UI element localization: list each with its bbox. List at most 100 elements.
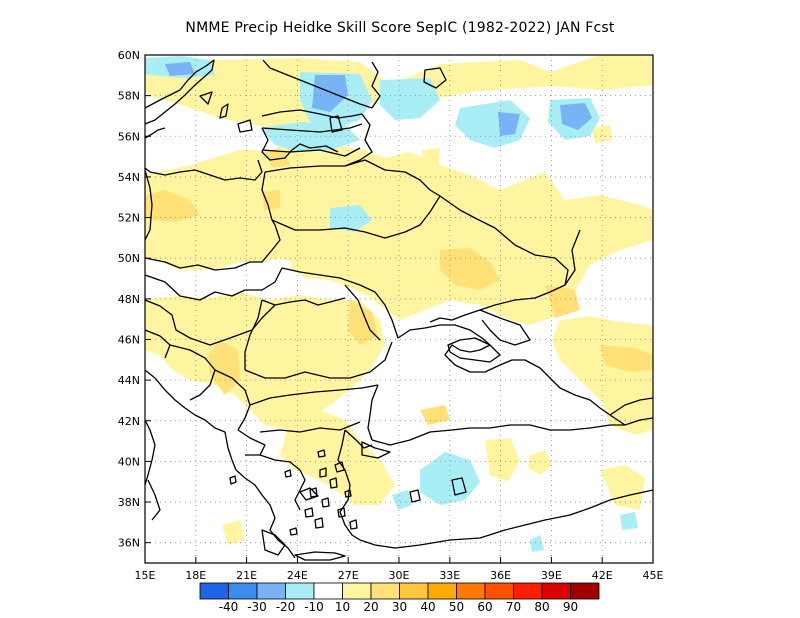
- island-cyprus: [409, 489, 421, 503]
- y-tick-label: 46N: [118, 333, 140, 346]
- caucasus-border: [609, 397, 653, 416]
- border-romania-hungary: [244, 299, 263, 370]
- crimea: [447, 337, 501, 363]
- oland-island: [199, 91, 213, 105]
- legend-label: 60: [477, 600, 492, 614]
- caucasus-border-2: [624, 417, 653, 426]
- border-austria-hungary: [145, 299, 276, 346]
- x-tick-label: 39E: [541, 569, 562, 582]
- border-belarus-west: [261, 171, 273, 221]
- island-corfu: [229, 475, 237, 485]
- italy-coast: [145, 419, 156, 486]
- lake-peipus: [329, 115, 343, 133]
- border-albania: [224, 431, 237, 471]
- island-euboea: [299, 487, 319, 501]
- y-tick-label: 40N: [118, 455, 140, 468]
- legend-swatch: [370, 582, 400, 600]
- shade-small-blue-1: [392, 490, 412, 510]
- legend-swatch: [570, 582, 600, 600]
- y-axis-ticks: 36N 38N 40N 42N 44N 46N 48N 50N 52N 54N 56N 58N 60N: [118, 49, 151, 550]
- y-tick-label: 60N: [118, 49, 140, 62]
- island-thasos: [317, 449, 326, 458]
- shade-volga-medium-blue: [560, 103, 592, 130]
- shade-small-3: [590, 125, 613, 143]
- y-tick-label: 50N: [118, 252, 140, 265]
- legend-label: -20: [276, 600, 296, 614]
- border-slovenia: [145, 329, 171, 359]
- skill-shading: [145, 55, 653, 552]
- border-croatia-coast: [145, 369, 226, 433]
- legend-swatch: [228, 582, 258, 600]
- border-poland: [145, 219, 281, 271]
- coastlines-and-borders: [145, 59, 653, 561]
- legend-swatch: [285, 582, 315, 600]
- shade-turkey-darker: [600, 345, 653, 372]
- estonia-coast: [261, 109, 363, 119]
- y-tick-label: 54N: [118, 171, 140, 184]
- shade-russia-darker: [545, 285, 580, 318]
- island-lesbos: [334, 461, 345, 473]
- shade-small-blue-3: [530, 535, 544, 552]
- border-serbia: [214, 369, 251, 431]
- island-f: [314, 517, 324, 529]
- y-tick-label: 44N: [118, 374, 140, 387]
- legend-label: -40: [219, 600, 239, 614]
- border-bulgaria-south: [259, 421, 361, 433]
- island-crete: [294, 551, 346, 561]
- legend-label: -30: [247, 600, 267, 614]
- border-finland-russia: [371, 61, 381, 109]
- y-tick-label: 42N: [118, 415, 140, 428]
- shade-small-1: [528, 450, 552, 475]
- shade-turkey-blue: [420, 452, 480, 505]
- legend-label: 70: [506, 600, 521, 614]
- border-baltic-russia: [344, 113, 373, 167]
- island-small-2: [344, 489, 352, 498]
- gotland-island: [219, 103, 229, 119]
- saaremaa-island: [237, 119, 253, 133]
- shade-north-medium-blue: [165, 62, 195, 76]
- legend-swatch: [513, 582, 543, 600]
- legend-swatch: [199, 582, 229, 600]
- shade-caucasus-yellow: [600, 390, 653, 435]
- x-tick-label: 18E: [185, 569, 206, 582]
- greece-east-coast: [259, 454, 306, 511]
- legend-swatch: [427, 582, 457, 600]
- shade-poland-darker: [145, 190, 200, 222]
- latvia-coast: [261, 127, 339, 161]
- border-moldova: [344, 284, 381, 341]
- legend-label: 30: [392, 600, 407, 614]
- shade-black-sea-n-darker: [420, 405, 450, 425]
- y-tick-label: 36N: [118, 537, 140, 550]
- border-russia-kazakh: [564, 229, 581, 286]
- azov-sea: [479, 309, 531, 346]
- y-tick-label: 48N: [118, 293, 140, 306]
- greece-peloponnese: [261, 529, 286, 556]
- border-czech-slovakia: [145, 267, 283, 301]
- lake-tuz: [451, 477, 467, 496]
- legend-label: 40: [420, 600, 435, 614]
- island-small-1: [284, 469, 292, 478]
- border-romania-south: [244, 341, 393, 379]
- shade-ne-medium-blue: [498, 112, 520, 136]
- legend-swatch: [484, 582, 514, 600]
- legend-swatch: [399, 582, 429, 600]
- shade-ukraine-yellow: [290, 228, 540, 312]
- legend-swatch: [342, 582, 372, 600]
- x-tick-label: 42E: [592, 569, 613, 582]
- border-estonia-latvia: [261, 123, 363, 133]
- x-tick-label: 24E: [287, 569, 308, 582]
- turkey-aegean-coast: [337, 429, 653, 549]
- legend-swatch: [456, 582, 486, 600]
- legend-swatch: [541, 582, 571, 600]
- border-macedonia: [237, 429, 266, 456]
- y-tick-label: 56N: [118, 130, 140, 143]
- y-tick-label: 52N: [118, 212, 140, 225]
- chart-title: NMME Precip Heidke Skill Score SepIC (19…: [185, 20, 615, 36]
- island-g: [337, 507, 346, 518]
- shade-small-2: [422, 148, 440, 170]
- island-a: [319, 467, 327, 478]
- x-tick-label: 45E: [643, 569, 664, 582]
- black-sea-coast-west: [367, 384, 379, 441]
- lithuania-kaliningrad-coast: [145, 159, 263, 181]
